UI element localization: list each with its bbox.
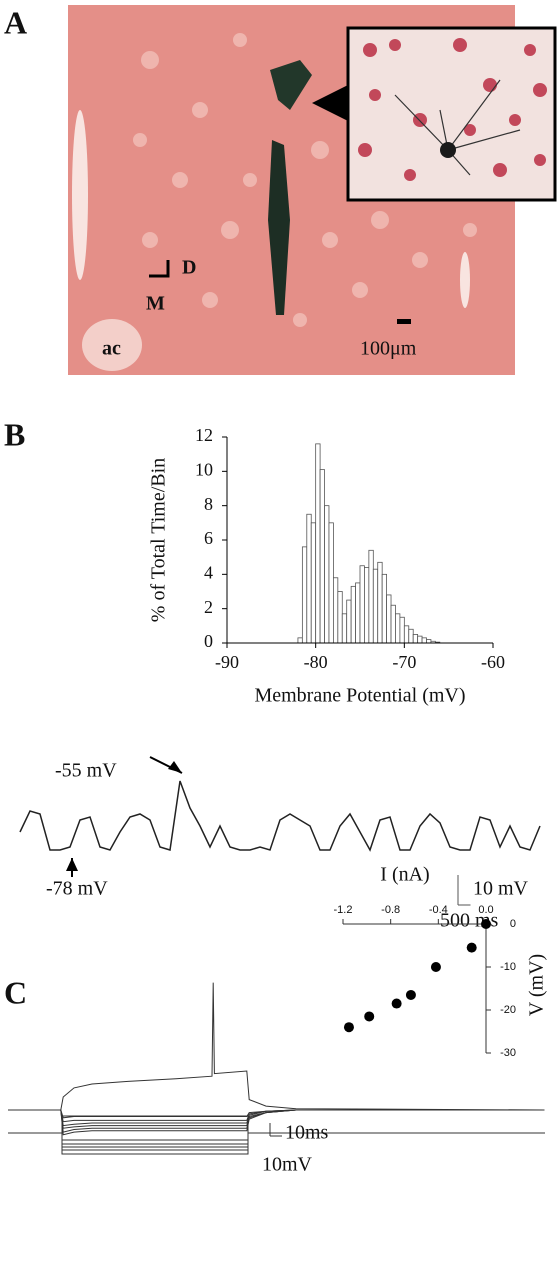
y-axis-label: V (mV) [526, 954, 548, 1016]
y-tick-label: -10 [500, 961, 516, 973]
voltage-trace [19, 780, 541, 852]
bar [315, 443, 321, 644]
bar [337, 591, 343, 644]
arrowhead [312, 85, 348, 121]
orientation-label: D [182, 257, 196, 279]
soma [440, 142, 456, 158]
y-tick-label: 8 [204, 494, 213, 514]
x-axis-label: Membrane Potential (mV) [254, 685, 465, 707]
current-clamp-trace [8, 1109, 545, 1133]
point [391, 998, 402, 1009]
panel-label: A [4, 4, 27, 40]
x-axis-label: I (nA) [380, 864, 429, 886]
commissure [82, 319, 142, 371]
bar [377, 561, 383, 644]
stain [270, 60, 312, 110]
annotation: -55 mV [55, 760, 117, 782]
point [343, 1022, 354, 1033]
point [481, 919, 491, 929]
bar [381, 573, 387, 644]
scale-label: 10mV [262, 1154, 313, 1176]
bar [403, 625, 410, 644]
bar [412, 634, 419, 644]
y-tick-label: 6 [204, 528, 213, 548]
x-tick-label: -80 [304, 652, 328, 672]
current-clamp-trace [8, 1109, 545, 1129]
bar [390, 604, 396, 644]
bar [417, 635, 423, 644]
y-tick-label: 4 [204, 562, 213, 582]
bar [372, 568, 379, 644]
dendrites [394, 79, 521, 176]
bar [319, 469, 325, 644]
current-clamp-trace [8, 1109, 545, 1127]
texture [133, 33, 477, 327]
y-tick-label: 2 [204, 597, 213, 617]
scale-label: 100μm [360, 338, 417, 360]
bar [301, 546, 308, 644]
x-tick-label: -0.4 [429, 904, 448, 916]
vessel [460, 252, 470, 308]
bar [297, 637, 303, 644]
orientation-mark [149, 260, 170, 278]
inset [346, 26, 557, 202]
y-tick-label: -30 [500, 1047, 516, 1059]
x-tick-label: 0.0 [478, 904, 493, 916]
y-tick-label: 10 [195, 459, 213, 479]
bar [408, 628, 414, 644]
bar [328, 522, 334, 644]
bar [355, 582, 361, 644]
bar [395, 613, 401, 644]
bar [399, 616, 405, 644]
bar [306, 513, 312, 644]
scale-bar [397, 319, 411, 324]
y-tick-label: 12 [195, 425, 213, 445]
ventricle [72, 110, 88, 280]
bar [310, 522, 317, 644]
point [466, 942, 477, 953]
point [364, 1011, 375, 1022]
y-axis-label: % of Total Time/Bin [148, 458, 170, 622]
x-tick-label: -0.8 [381, 904, 400, 916]
x-tick-label: -70 [392, 652, 416, 672]
x-tick-label: -60 [481, 652, 505, 672]
scale-label: 10ms [285, 1122, 329, 1144]
bar [332, 577, 339, 644]
bar [386, 594, 392, 644]
command-steps [8, 1115, 545, 1155]
bar [368, 549, 374, 644]
panel-label: B [4, 416, 25, 452]
arrowhead [66, 858, 78, 871]
arrowhead [168, 761, 182, 773]
bar [421, 637, 427, 644]
y-tick-label: 0 [510, 918, 516, 930]
bar [324, 505, 330, 644]
electrode-track [268, 140, 290, 315]
bar [426, 639, 432, 644]
bar [364, 567, 370, 644]
current-clamp-trace [8, 982, 545, 1111]
point [405, 989, 416, 1000]
y-tick-label: -20 [500, 1004, 516, 1016]
y-tick-label: 0 [204, 631, 213, 651]
current-clamp-trace [8, 1109, 545, 1136]
x-tick-label: -1.2 [334, 904, 353, 916]
bar [341, 613, 348, 644]
scale-label: 10 mV [473, 878, 529, 900]
bar [346, 599, 352, 644]
annotation: -78 mV [46, 878, 108, 900]
point [430, 962, 441, 972]
micrograph: D M ac 100μm [68, 5, 557, 375]
structure-label: ac [102, 338, 121, 360]
x-tick-label: -90 [215, 652, 239, 672]
bar [350, 585, 356, 644]
bar [359, 565, 365, 644]
orientation-label: M [146, 293, 165, 315]
panel-label: C [4, 974, 27, 1010]
